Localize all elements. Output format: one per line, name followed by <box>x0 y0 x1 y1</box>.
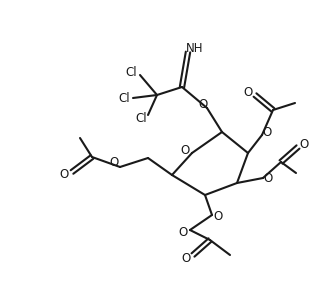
Text: O: O <box>182 251 191 265</box>
Text: O: O <box>262 126 271 138</box>
Text: O: O <box>299 138 308 150</box>
Text: Cl: Cl <box>118 91 130 105</box>
Text: O: O <box>243 86 253 98</box>
Text: O: O <box>180 143 189 157</box>
Text: NH: NH <box>186 41 204 55</box>
Text: O: O <box>263 171 273 185</box>
Text: O: O <box>213 211 223 223</box>
Text: Cl: Cl <box>135 112 147 126</box>
Text: Cl: Cl <box>125 65 137 79</box>
Text: O: O <box>178 225 188 239</box>
Text: O: O <box>59 168 69 182</box>
Text: O: O <box>198 98 208 110</box>
Text: O: O <box>109 157 119 169</box>
